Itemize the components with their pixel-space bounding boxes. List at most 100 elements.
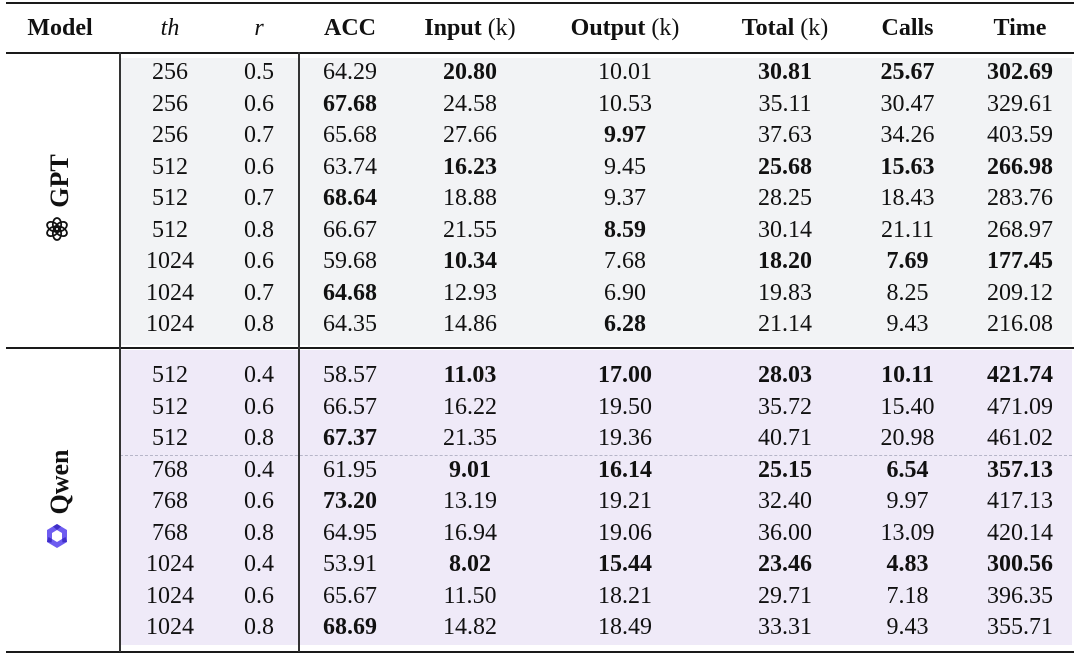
cell-r: 0.6 [244,488,274,514]
cell-total: 35.72 [758,393,812,420]
cell-r: 0.7 [244,122,274,148]
cell-output: 7.68 [604,248,646,274]
cell-time: 403.59 [987,122,1053,148]
cell-calls: 21.11 [880,216,935,243]
header-calls: Calls [860,8,955,48]
model-column-separator [119,52,121,652]
cell-total: 40.71 [758,425,812,451]
cell-total: 28.25 [758,185,812,211]
cell-time: 302.69 [987,59,1053,85]
cell-r: 0.6 [244,248,274,274]
header-input-unit: (k) [487,15,516,41]
openai-logo-icon [44,216,77,242]
cell-r: 0.6 [244,393,274,420]
cell-time: 420.14 [987,519,1053,546]
cell-calls: 13.09 [880,519,935,546]
cell-th: 1024 [146,248,194,274]
qwen-subgroup-divider [120,455,1072,456]
cell-th: 512 [152,153,188,180]
cell-acc: 68.64 [323,185,377,211]
cell-r: 0.8 [244,519,274,546]
cell-acc: 66.67 [323,216,377,243]
header-acc-text: ACC [324,15,376,41]
cell-r: 0.6 [244,582,274,609]
cell-calls: 9.43 [886,311,929,337]
cell-acc: 66.57 [323,393,377,420]
header-output-unit: (k) [651,15,680,41]
header-calls-text: Calls [881,15,934,41]
cell-acc: 64.95 [323,519,377,546]
cell-acc: 67.68 [323,90,377,117]
cell-r: 0.7 [244,279,274,306]
header-th-text: th [160,15,180,41]
header-rule [6,52,1074,54]
cell-calls: 9.97 [886,488,929,514]
cell-th: 256 [152,59,188,85]
header-input-text: Input [424,15,482,41]
cell-input: 24.58 [443,90,497,117]
qwen-model-name: Qwen [45,449,74,515]
cell-th: 256 [152,122,188,148]
cell-acc: 61.95 [323,456,377,483]
header-th: th [120,8,220,48]
cell-total: 29.71 [758,582,812,609]
cell-total: 32.40 [758,488,812,514]
cell-calls: 20.98 [880,425,935,451]
header-acc: ACC [300,8,400,48]
cell-calls: 9.43 [886,614,929,640]
header-output: Output (k) [540,8,710,48]
cell-calls: 18.43 [880,185,935,211]
cell-r: 0.4 [244,456,274,483]
cell-time: 357.13 [987,456,1053,483]
cell-th: 768 [152,519,188,546]
cell-output: 6.28 [604,311,646,337]
cell-output: 19.06 [598,519,652,546]
cell-time: 396.35 [987,582,1053,609]
gpt-model-label: GPT [40,123,80,273]
cell-input: 21.35 [443,425,497,451]
cell-th: 512 [152,216,188,243]
header-time: Time [955,8,1080,48]
cell-input: 10.34 [443,248,497,274]
qwen-logo-icon [43,523,78,551]
cell-r: 0.5 [244,59,274,85]
cell-input: 8.02 [449,551,491,577]
cell-total: 37.63 [758,122,812,148]
cell-acc: 59.68 [323,248,377,274]
cell-total: 33.31 [758,614,812,640]
cell-output: 10.01 [598,59,652,85]
cell-total: 28.03 [758,362,812,388]
header-model: Model [0,8,120,48]
cell-total: 35.11 [758,90,812,117]
cell-input: 18.88 [443,185,497,211]
cell-total: 19.83 [758,279,812,306]
cell-calls: 15.63 [880,153,935,180]
cell-input: 14.82 [443,614,497,640]
cell-time: 355.71 [987,614,1053,640]
cell-th: 1024 [146,582,194,609]
cell-input: 13.19 [443,488,497,514]
cell-time: 417.13 [987,488,1053,514]
cell-total: 21.14 [758,311,812,337]
cell-calls: 7.18 [886,582,929,609]
cell-time: 329.61 [987,90,1053,117]
cell-total: 36.00 [758,519,812,546]
cell-r: 0.8 [244,311,274,337]
cell-acc: 65.67 [323,582,377,609]
cell-acc: 64.68 [323,279,377,306]
cell-input: 11.03 [443,362,497,388]
cell-input: 20.80 [443,59,497,85]
header-model-text: Model [27,15,93,41]
cell-r: 0.8 [244,425,274,451]
cell-r: 0.6 [244,153,274,180]
cell-calls: 8.25 [886,279,929,306]
cell-output: 9.37 [604,185,646,211]
header-r: r [220,8,298,48]
cell-time: 216.08 [987,311,1053,337]
header-r-text: r [254,15,264,41]
cell-th: 512 [152,425,188,451]
cell-input: 16.22 [443,393,497,420]
cell-output: 8.59 [604,216,646,243]
cell-r: 0.4 [244,551,274,577]
